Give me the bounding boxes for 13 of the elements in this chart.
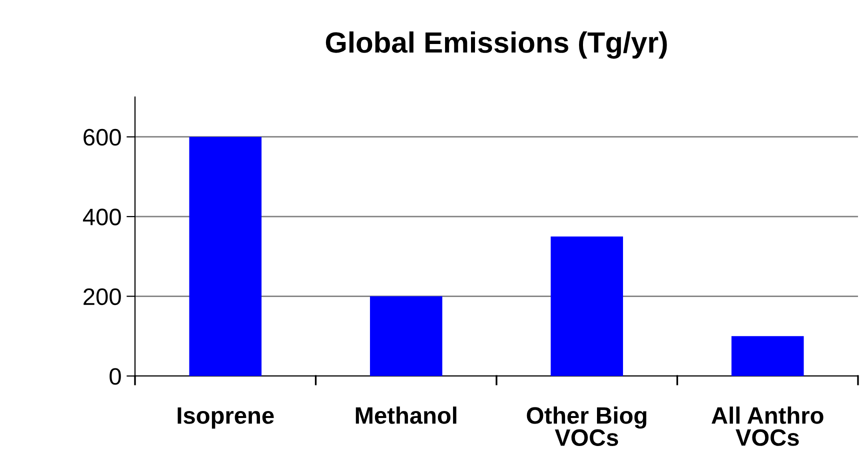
x-tick-label: Methanol <box>356 406 456 424</box>
y-tick-label: 600 <box>84 128 121 146</box>
x-tick-label: All Anthro VOCs <box>712 406 824 446</box>
x-tick-label: Other Biog VOCs <box>526 406 646 446</box>
chart-title: Global Emissions (Tg/yr) <box>326 31 667 59</box>
y-tick-label: 0 <box>110 368 121 385</box>
bar <box>370 296 442 376</box>
y-tick-label: 200 <box>84 288 121 306</box>
bar <box>731 336 804 376</box>
bar <box>550 236 624 376</box>
x-tick-label: Isoprene <box>178 407 274 429</box>
y-tick-label: 400 <box>82 208 121 226</box>
bar <box>189 136 262 376</box>
